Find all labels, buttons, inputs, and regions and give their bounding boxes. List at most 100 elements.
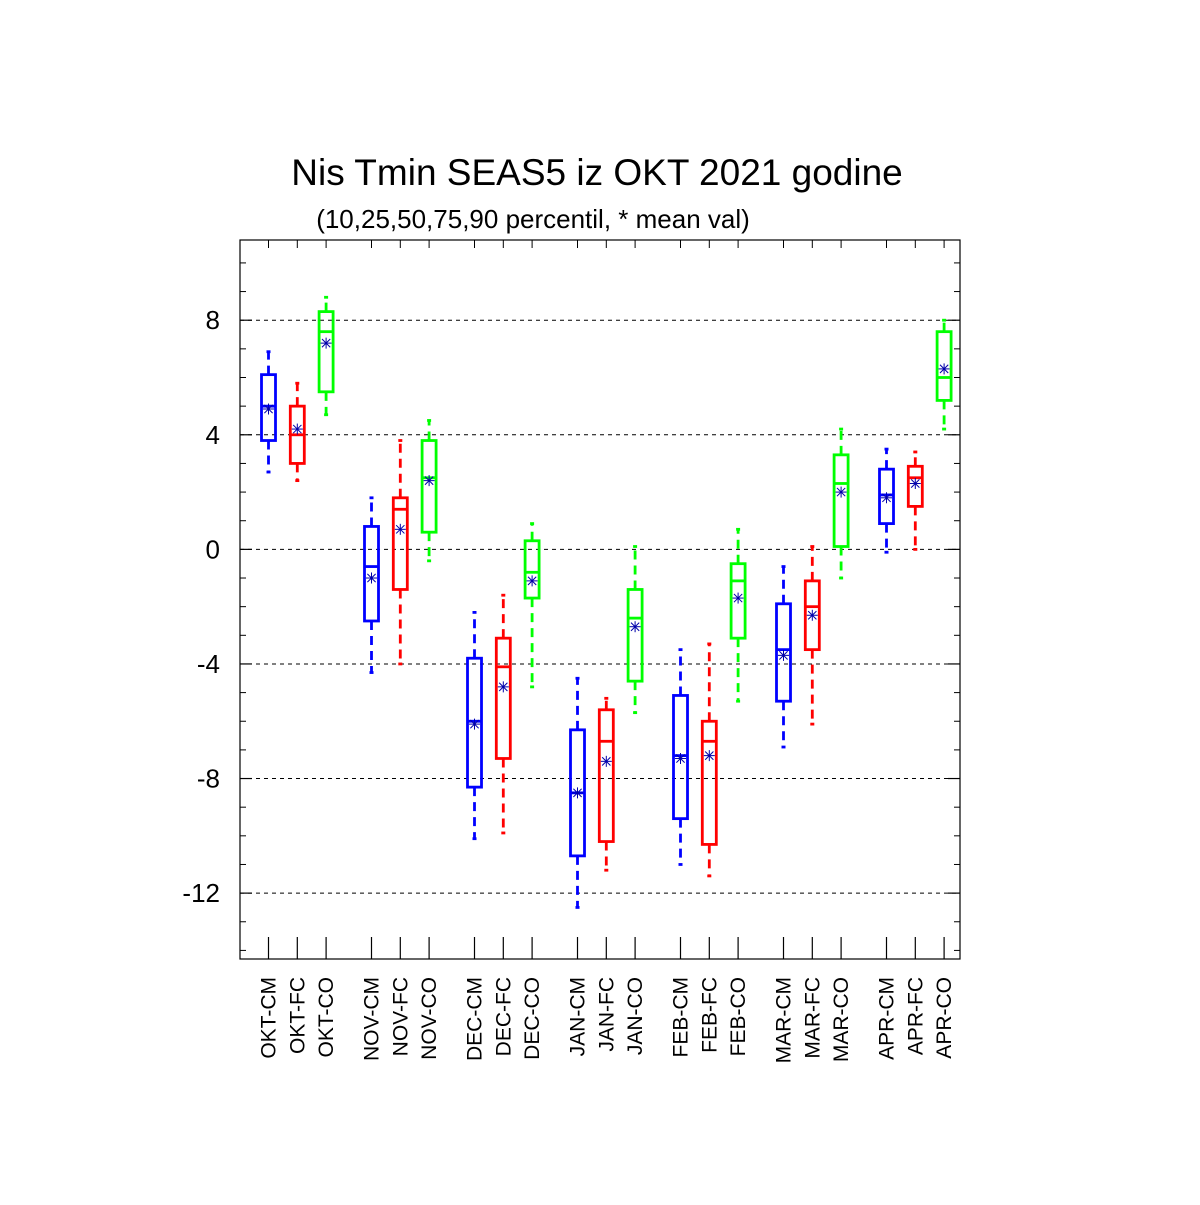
mean-marker	[497, 681, 509, 693]
iqr-box	[466, 656, 483, 789]
mean-marker-stroke	[573, 788, 582, 798]
x-tick-label: NOV-CO	[418, 977, 441, 1060]
mean-marker-stroke	[292, 424, 302, 434]
x-tick-labels: OKT-CM OKT-FC OKT-CO NOV-CM NOV-FC NOV-CO DEC-…	[258, 977, 957, 1063]
plot-frame	[239, 239, 961, 960]
box-okt-fc	[288, 381, 306, 483]
iqr-box	[935, 330, 953, 402]
iqr-box	[523, 539, 541, 600]
x-tick-label: OKT-CM	[258, 977, 281, 1059]
mean-marker	[778, 649, 789, 661]
mean-marker	[469, 718, 480, 730]
iqr-box	[626, 588, 644, 683]
mean-marker	[394, 523, 406, 535]
x-tick-label: FEB-CM	[670, 977, 693, 1058]
mean-marker	[909, 477, 921, 489]
mean-marker	[938, 363, 950, 375]
box-apr-fc	[906, 450, 924, 551]
iqr-box	[597, 708, 615, 843]
iqr-box	[700, 719, 718, 846]
y-tick-label: 4	[206, 420, 220, 450]
x-tick-label: NOV-CM	[361, 977, 384, 1061]
box-feb-cm	[672, 648, 689, 866]
box-mar-co	[832, 427, 850, 580]
x-tick-label: DEC-CO	[521, 977, 544, 1060]
box-feb-fc	[700, 642, 718, 878]
box-jan-co	[626, 545, 644, 715]
mean-marker	[320, 337, 332, 349]
x-tick-label: JAN-CM	[567, 977, 590, 1056]
x-tick-label: MAR-FC	[801, 977, 824, 1059]
mean-marker-stroke	[601, 756, 611, 766]
iqr-box	[363, 525, 380, 623]
iqr-box	[420, 439, 438, 534]
mean-marker-stroke	[882, 493, 891, 503]
mean-marker-stroke	[527, 576, 537, 586]
y-tick-labels: 8 4 0 -4 -8 -12	[182, 305, 220, 908]
x-tick-label: FEB-FC	[698, 977, 721, 1053]
iqr-box	[494, 636, 512, 760]
mean-marker-stroke	[910, 479, 920, 488]
mean-marker-stroke	[676, 754, 685, 763]
mean-marker	[366, 572, 377, 584]
box-jan-fc	[597, 696, 615, 872]
x-tick-label: FEB-CO	[727, 977, 750, 1056]
iqr-box	[317, 310, 335, 394]
mean-marker	[600, 755, 612, 767]
box-apr-co	[935, 318, 953, 431]
chart-title: Nis Tmin SEAS5 iz OKT 2021 godine	[291, 152, 903, 193]
mean-marker-stroke	[779, 650, 788, 660]
box-dec-fc	[494, 593, 512, 835]
x-tick-label: OKT-CO	[315, 977, 338, 1058]
axis-ticks	[240, 240, 960, 959]
mean-marker	[881, 492, 892, 504]
box-nov-cm	[363, 496, 380, 674]
mean-marker-stroke	[807, 610, 817, 620]
y-tick-label: -4	[197, 649, 220, 679]
mean-marker-stroke	[630, 622, 640, 632]
box-dec-co	[523, 522, 541, 689]
x-tick-label: JAN-CO	[624, 977, 647, 1055]
mean-marker	[572, 787, 583, 799]
x-tick-label: DEC-FC	[492, 977, 515, 1056]
mean-marker-stroke	[733, 593, 743, 603]
iqr-box	[832, 453, 850, 548]
iqr-box	[775, 602, 792, 703]
mean-marker-stroke	[704, 751, 714, 761]
iqr-box	[906, 464, 924, 508]
mean-marker	[806, 609, 818, 621]
mean-marker-stroke	[264, 404, 273, 414]
box-feb-co	[729, 527, 747, 703]
mean-marker-stroke	[470, 719, 479, 729]
x-tick-label: MAR-CM	[773, 977, 796, 1063]
iqr-box	[803, 579, 821, 652]
x-tick-label: APR-CO	[933, 977, 956, 1059]
iqr-box	[729, 562, 747, 640]
mean-marker	[263, 403, 274, 415]
box-okt-co	[317, 295, 335, 417]
iqr-box	[672, 694, 689, 821]
box-series	[260, 295, 953, 909]
y-tick-label: -12	[182, 878, 220, 908]
box-okt-cm	[260, 350, 277, 474]
box-apr-cm	[878, 447, 895, 554]
y-tick-label: 8	[206, 305, 220, 335]
y-tick-label: 0	[206, 534, 220, 564]
mean-marker-stroke	[498, 682, 508, 692]
mean-marker-stroke	[836, 487, 846, 497]
x-tick-label: NOV-FC	[389, 977, 412, 1056]
chart-subtitle: (10,25,50,75,90 percentil, * mean val)	[316, 204, 750, 234]
x-tick-label: APR-FC	[904, 977, 927, 1055]
box-nov-co	[420, 419, 438, 563]
box-mar-cm	[775, 565, 792, 749]
mean-marker	[526, 575, 538, 587]
mean-marker-stroke	[939, 364, 949, 374]
mean-marker-stroke	[395, 524, 405, 534]
iqr-box	[878, 467, 895, 525]
mean-marker	[703, 750, 715, 762]
iqr-box	[260, 373, 277, 442]
box-dec-cm	[466, 610, 483, 841]
y-tick-label: -8	[197, 764, 220, 794]
